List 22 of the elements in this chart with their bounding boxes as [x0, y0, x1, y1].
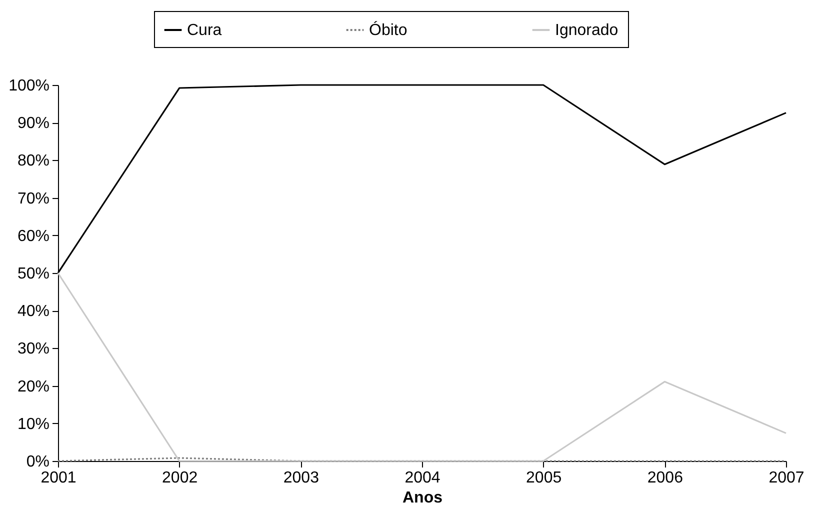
- y-tick-label: 90%: [17, 115, 50, 132]
- y-tick-label: 100%: [8, 78, 50, 94]
- x-tick-label: 2005: [526, 470, 562, 486]
- y-tick-label: 70%: [17, 190, 50, 208]
- x-tick-label: 2004: [404, 470, 440, 486]
- y-tick-label: 40%: [17, 303, 50, 320]
- x-tick-label: 2007: [768, 470, 804, 486]
- x-tick-label: 2006: [647, 470, 684, 486]
- legend-label: Óbito: [369, 21, 408, 39]
- legend-label: Ignorado: [555, 22, 618, 39]
- x-tick-label: 2003: [283, 470, 320, 486]
- y-tick-label: 30%: [17, 340, 50, 358]
- x-axis-title: Anos: [402, 490, 443, 506]
- y-tick-label: 10%: [17, 416, 50, 433]
- y-tick-label: 50%: [17, 266, 50, 282]
- y-tick-label: 20%: [17, 378, 50, 396]
- x-tick-label: 2001: [40, 470, 76, 486]
- y-tick-label: 80%: [17, 152, 50, 170]
- legend-label: Cura: [187, 22, 222, 39]
- x-tick-label: 2002: [162, 470, 198, 486]
- y-tick-label: 60%: [17, 228, 50, 245]
- y-tick-label: 0%: [26, 454, 50, 470]
